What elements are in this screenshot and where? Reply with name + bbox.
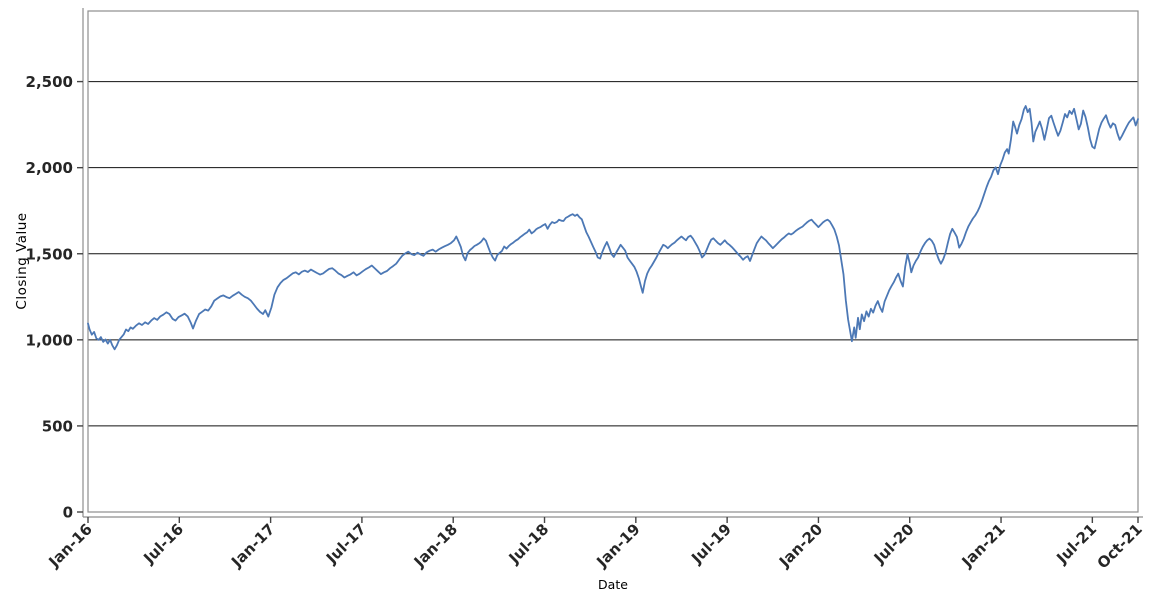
- series-line-closing-value: [87, 105, 1139, 351]
- y-tick-label-2500: 2,500: [26, 73, 73, 91]
- y-tick-label-1000: 1,000: [26, 331, 73, 349]
- y-tick-label-1500: 1,500: [26, 245, 73, 263]
- y-axis-title: Closing Value: [14, 212, 30, 310]
- y-tick-label-0: 0: [63, 504, 73, 522]
- x-axis-title: Date: [598, 577, 628, 592]
- plot-frame: [87, 10, 1139, 513]
- y-tick-label-2000: 2,000: [26, 159, 73, 177]
- y-tick-label-500: 500: [42, 417, 73, 435]
